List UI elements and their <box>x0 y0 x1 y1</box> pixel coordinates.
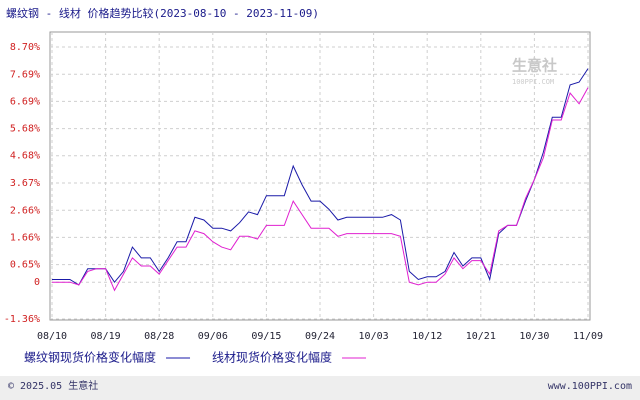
y-tick-label: 3.67% <box>10 178 40 189</box>
x-tick-label: 09/15 <box>251 331 281 342</box>
watermark: 生意社 <box>512 57 557 75</box>
series-line <box>52 87 589 292</box>
x-tick-label: 09/24 <box>305 331 335 342</box>
footer-bar <box>0 376 640 400</box>
x-tick-label: 08/10 <box>37 331 67 342</box>
y-tick-label: 2.66% <box>10 205 40 216</box>
y-tick-label: 6.69% <box>10 96 40 107</box>
x-tick-label: 10/30 <box>519 331 549 342</box>
y-tick-label: 0.65% <box>10 260 40 271</box>
y-tick-label: 4.68% <box>10 151 40 162</box>
legend-label: 线材现货价格变化幅度 <box>212 350 332 365</box>
footer-right: www.100PPI.com <box>548 381 632 392</box>
footer-left: © 2025.05 生意社 <box>8 379 98 392</box>
x-tick-label: 11/09 <box>573 331 603 342</box>
x-tick-label: 09/06 <box>198 331 228 342</box>
y-tick-label: 0 <box>34 277 40 288</box>
chart-title: 螺纹钢 - 线材 价格趋势比较(2023-08-10 - 2023-11-09) <box>6 6 319 20</box>
watermark-sub: 100PPI.COM <box>512 78 554 86</box>
series-line <box>52 68 589 286</box>
y-tick-label: -1.36% <box>4 314 40 325</box>
x-tick-label: 10/21 <box>466 331 496 342</box>
legend-label: 螺纹钢现货价格变化幅度 <box>24 350 156 365</box>
x-tick-label: 10/12 <box>412 331 442 342</box>
y-tick-label: 7.69% <box>10 69 40 80</box>
x-tick-label: 10/03 <box>359 331 389 342</box>
x-tick-label: 08/19 <box>91 331 121 342</box>
y-tick-label: 5.68% <box>10 124 40 135</box>
y-tick-label: 8.70% <box>10 42 40 53</box>
y-tick-label: 1.66% <box>10 232 40 243</box>
x-tick-label: 08/28 <box>144 331 174 342</box>
